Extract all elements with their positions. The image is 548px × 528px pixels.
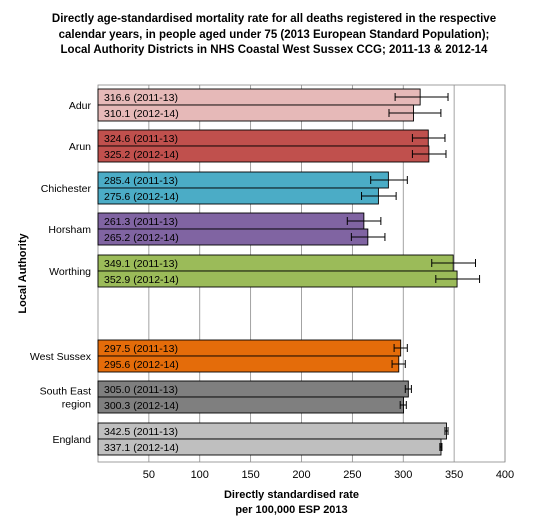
bar-value-label: 349.1 (2011-13) (104, 258, 178, 270)
x-tick-label: 400 (496, 469, 514, 481)
x-tick-label: 350 (445, 469, 463, 481)
x-tick-label: 150 (241, 469, 259, 481)
chart-title-line-2: calendar years, in people aged under 75 … (58, 28, 490, 41)
category-label: West Sussex (30, 351, 92, 363)
bar-value-label: 275.6 (2012-14) (104, 191, 179, 203)
y-axis-title: Local Authority (17, 232, 29, 313)
chart-title: Directly age-standardised mortality rate… (0, 12, 548, 59)
category-label: Worthing (49, 266, 91, 278)
bar-value-label: 324.6 (2011-13) (104, 133, 178, 145)
x-tick-label: 250 (343, 469, 361, 481)
category-label: region (62, 399, 91, 411)
category-label: Horsham (48, 224, 91, 236)
category-label: South East (40, 386, 91, 398)
chart-title-line-3: Local Authority Districts in NHS Coastal… (60, 44, 488, 56)
x-axis-title-line-1: Directly standardised rate (224, 489, 359, 501)
x-tick-label: 300 (394, 469, 412, 481)
bar-value-label: 342.5 (2011-13) (104, 426, 178, 438)
bar-value-label: 261.3 (2011-13) (104, 216, 178, 228)
x-tick-label: 200 (292, 469, 310, 481)
bar-value-label: 305.0 (2011-13) (104, 384, 178, 396)
bar-value-label: 285.4 (2011-13) (104, 175, 178, 187)
category-label: Adur (69, 100, 92, 112)
bar-value-label: 337.1 (2012-14) (104, 442, 179, 454)
bar-value-label: 310.1 (2012-14) (104, 108, 179, 120)
bar-value-label: 295.6 (2012-14) (104, 359, 179, 371)
x-tick-label: 100 (191, 469, 209, 481)
category-label: Arun (69, 141, 91, 153)
bar-value-label: 325.2 (2012-14) (104, 149, 179, 161)
x-tick-label: 50 (143, 469, 155, 481)
bar-value-label: 352.9 (2012-14) (104, 274, 179, 286)
bar-value-label: 297.5 (2011-13) (104, 343, 178, 355)
bar-value-label: 265.2 (2012-14) (104, 232, 179, 244)
x-axis-title-line-2: per 100,000 ESP 2013 (235, 504, 347, 516)
category-label: England (52, 434, 91, 446)
bar-value-label: 316.6 (2011-13) (104, 92, 178, 104)
bar-value-label: 300.3 (2012-14) (104, 400, 179, 412)
chart-title-line-1: Directly age-standardised mortality rate… (51, 13, 497, 25)
category-label: Chichester (41, 183, 92, 195)
